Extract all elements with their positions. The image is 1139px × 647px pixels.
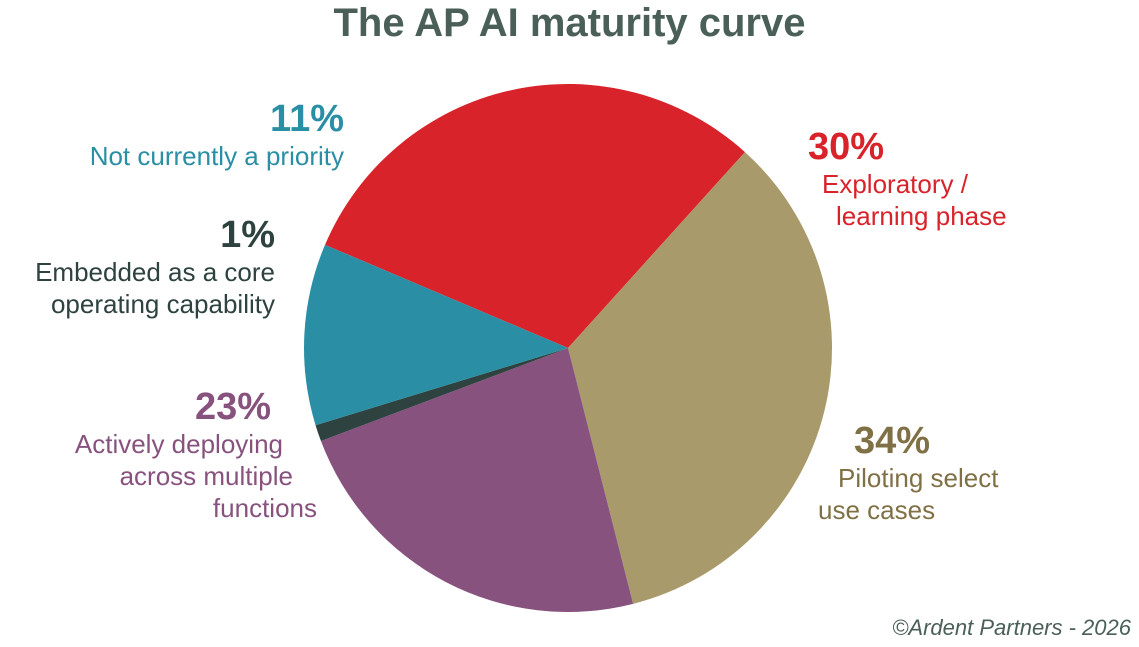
label-deploying: 23% Actively deploying across multiple f… xyxy=(75,386,317,524)
label-not-priority-line1: Not currently a priority xyxy=(89,141,344,171)
chart-title: The AP AI maturity curve xyxy=(333,1,806,45)
label-embedded-line2: operating capability xyxy=(50,289,275,319)
slice-exploratory xyxy=(324,84,745,348)
label-deploying-line2: across multiple xyxy=(119,461,293,491)
label-not-priority: 11% Not currently a priority xyxy=(90,98,344,172)
slice-deploying xyxy=(320,348,634,612)
slice-piloting xyxy=(568,152,832,604)
label-deploying-line3: functions xyxy=(212,493,317,523)
label-piloting-line1: Piloting select xyxy=(838,463,999,493)
copyright-text: ©Ardent Partners - 2026 xyxy=(892,615,1131,640)
slice-not-priority xyxy=(304,244,568,426)
label-exploratory-line2: learning phase xyxy=(836,201,1007,231)
label-piloting: 34% Piloting select use cases xyxy=(818,420,998,526)
label-exploratory: 30% Exploratory / learning phase xyxy=(808,126,1007,232)
label-deploying-line1: Actively deploying xyxy=(74,429,283,459)
label-exploratory-pct: 30% xyxy=(808,126,885,168)
label-deploying-pct: 23% xyxy=(194,386,271,428)
slice-embedded xyxy=(315,348,568,442)
label-piloting-line2: use cases xyxy=(818,495,936,525)
label-exploratory-line1: Exploratory / xyxy=(822,169,968,199)
label-embedded: 1% Embedded as a core operating capabili… xyxy=(35,214,275,320)
label-embedded-line1: Embedded as a core xyxy=(35,257,275,287)
label-piloting-pct: 34% xyxy=(854,420,931,462)
label-not-priority-pct: 11% xyxy=(270,98,344,140)
label-embedded-pct: 1% xyxy=(220,214,275,256)
